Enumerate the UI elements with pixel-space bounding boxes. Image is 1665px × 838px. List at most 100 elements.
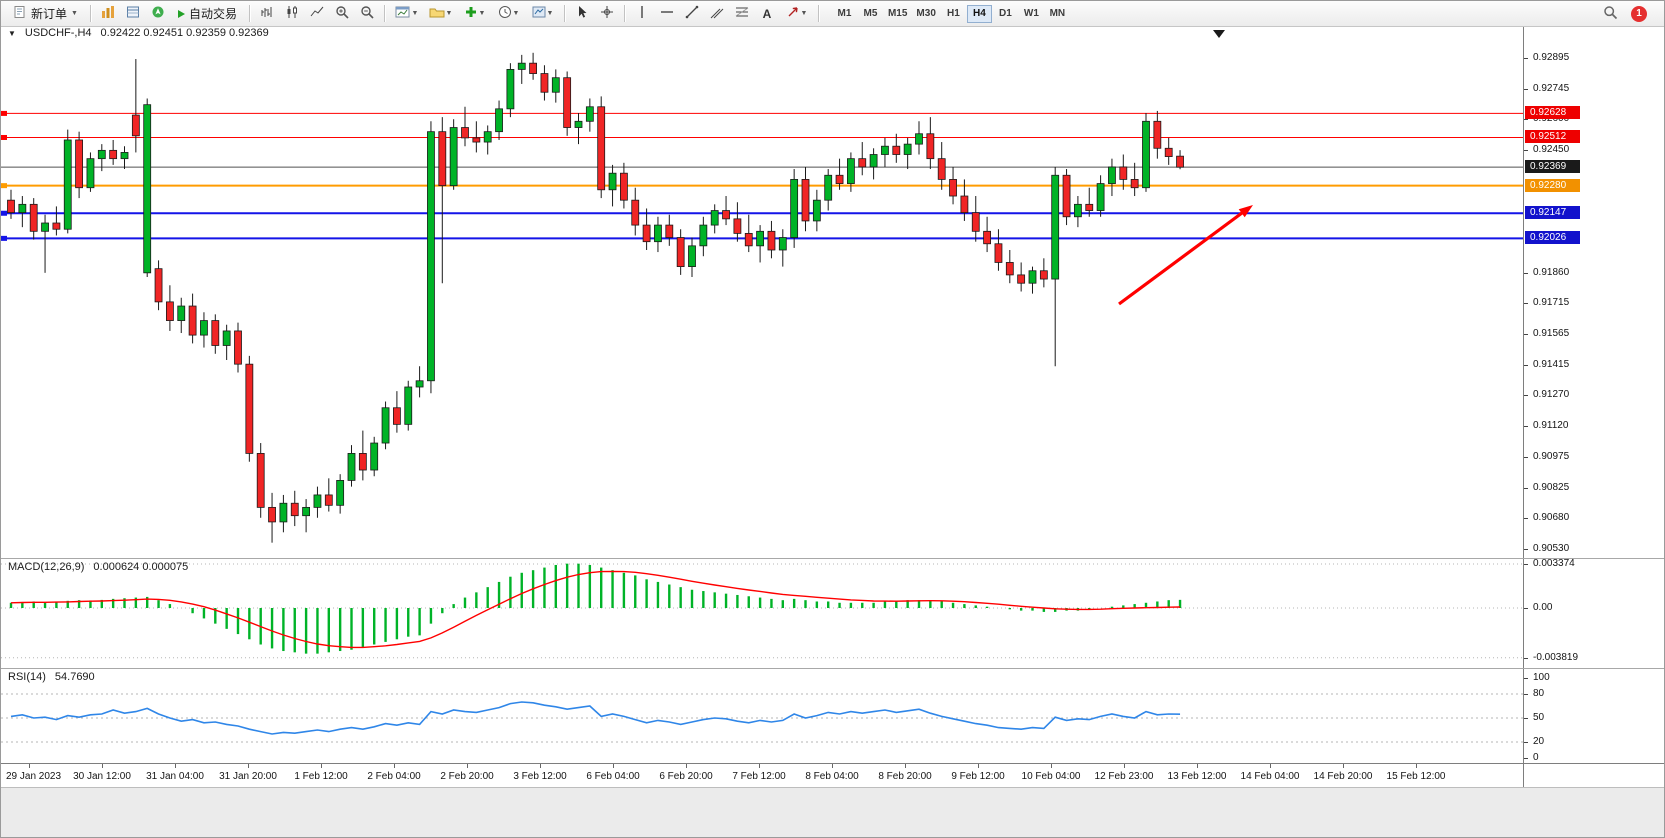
time-axis[interactable]: 29 Jan 2023 30 Jan 12:00 31 Jan 04:00 31 Ja… bbox=[1, 764, 1523, 787]
tf-m1-button[interactable]: M1 bbox=[832, 5, 857, 23]
zoom-in-icon bbox=[335, 5, 349, 22]
notification-badge[interactable]: 1 bbox=[1631, 5, 1647, 22]
axis-tick-mark bbox=[1524, 718, 1528, 719]
time-tick-mark bbox=[175, 764, 176, 768]
axis-tick-mark bbox=[1524, 548, 1528, 550]
candle bbox=[313, 494, 322, 508]
tf-m30-button[interactable]: M30 bbox=[912, 5, 939, 23]
chevron-down-icon: ▼ bbox=[411, 10, 419, 17]
price-tick-label: 0.92895 bbox=[1533, 51, 1570, 63]
time-tick-mark bbox=[1197, 764, 1198, 768]
new-chart-button[interactable]: ▼ bbox=[390, 4, 423, 24]
toolbar-separator bbox=[248, 5, 250, 22]
rsi-tick-label: 100 bbox=[1533, 672, 1550, 683]
new-order-button[interactable]: 新订单 ▼ bbox=[6, 3, 85, 24]
pane-divider[interactable] bbox=[1, 558, 1664, 559]
time-tick-label: 14 Feb 04:00 bbox=[1240, 771, 1300, 782]
trend-arrow-head bbox=[1238, 205, 1253, 218]
periods-button[interactable]: ▼ bbox=[492, 4, 525, 24]
chart-title: ▼ USDCHF-,H4 0.92422 0.92451 0.92359 0.9… bbox=[8, 27, 269, 39]
fibonacci-icon bbox=[735, 5, 749, 22]
time-tick-label: 30 Jan 12:00 bbox=[73, 771, 131, 782]
tf-m15-button[interactable]: M15 bbox=[884, 5, 911, 23]
time-tick-mark bbox=[102, 764, 103, 768]
time-tick-label: 31 Jan 04:00 bbox=[146, 771, 204, 782]
axis-tick-mark bbox=[1524, 89, 1528, 91]
axis-tick-mark bbox=[1524, 694, 1528, 695]
tf-w1-button[interactable]: W1 bbox=[1019, 5, 1044, 23]
axis-tick-mark bbox=[1524, 608, 1528, 609]
time-tick-label: 31 Jan 20:00 bbox=[219, 771, 277, 782]
bar-chart-button[interactable] bbox=[255, 4, 279, 24]
text-button[interactable]: A bbox=[755, 4, 779, 24]
zoom-in-button[interactable] bbox=[330, 4, 354, 24]
bar-chart-icon bbox=[260, 5, 274, 22]
candlestick-chart-icon bbox=[285, 5, 299, 22]
candle bbox=[778, 237, 787, 251]
axis-tick-mark bbox=[1524, 456, 1528, 458]
candle bbox=[994, 243, 1003, 263]
templates-button[interactable]: ▼ bbox=[526, 4, 559, 24]
candle bbox=[1142, 120, 1150, 189]
candle bbox=[52, 222, 61, 230]
cursor-button[interactable] bbox=[570, 4, 594, 24]
chart-canvas[interactable] bbox=[1, 27, 1523, 787]
crosshair-button[interactable] bbox=[595, 4, 619, 24]
candlestick-chart-button[interactable] bbox=[280, 4, 304, 24]
price-tick-label: 0.90975 bbox=[1533, 450, 1570, 462]
price-badge: 0.92026 bbox=[1525, 231, 1580, 245]
tf-h4-button[interactable]: H4 bbox=[966, 4, 992, 23]
market-watch-button[interactable] bbox=[96, 4, 120, 24]
auto-trading-button[interactable]: 自动交易 bbox=[171, 3, 244, 24]
tf-d1-button[interactable]: D1 bbox=[993, 5, 1018, 23]
macd-label: MACD(12,26,9) bbox=[8, 561, 85, 573]
candle bbox=[245, 363, 254, 454]
time-tick-mark bbox=[467, 764, 468, 768]
zoom-out-button[interactable] bbox=[355, 4, 379, 24]
navigator-button[interactable] bbox=[146, 4, 170, 24]
vertical-line-button[interactable] bbox=[630, 4, 654, 24]
time-tick-label: 13 Feb 12:00 bbox=[1167, 771, 1227, 782]
toolbar-separator bbox=[89, 5, 91, 22]
trend-arrow[interactable] bbox=[1118, 208, 1247, 306]
axis-tick-mark bbox=[1524, 334, 1528, 336]
profiles-button[interactable]: ▼ bbox=[424, 4, 457, 24]
candle bbox=[1130, 179, 1139, 189]
candle bbox=[517, 62, 526, 70]
candle bbox=[1005, 262, 1014, 276]
candle bbox=[188, 305, 197, 336]
arrows-button[interactable]: ▼ bbox=[780, 4, 813, 24]
search-button[interactable] bbox=[1598, 4, 1622, 24]
horizontal-line-button[interactable] bbox=[655, 4, 679, 24]
line-left-marker bbox=[1, 235, 7, 241]
price-axis[interactable]: 0.928950.927450.926000.924500.918600.917… bbox=[1523, 27, 1664, 787]
time-tick-label: 6 Feb 20:00 bbox=[659, 771, 713, 782]
time-tick-mark bbox=[1270, 764, 1271, 768]
candle bbox=[835, 174, 844, 184]
candle bbox=[540, 73, 549, 93]
fibonacci-button[interactable] bbox=[730, 4, 754, 24]
line-chart-button[interactable] bbox=[305, 4, 329, 24]
price-tick-label: 0.92450 bbox=[1533, 144, 1570, 156]
tf-h1-button[interactable]: H1 bbox=[941, 5, 966, 23]
candle bbox=[415, 380, 424, 388]
candle bbox=[200, 320, 208, 336]
pane-divider[interactable] bbox=[1, 668, 1664, 669]
candle bbox=[756, 230, 764, 247]
candle bbox=[109, 149, 118, 160]
tf-m5-button[interactable]: M5 bbox=[858, 5, 883, 23]
candle bbox=[222, 330, 231, 346]
price-badge: 0.92280 bbox=[1525, 178, 1580, 192]
candle bbox=[903, 143, 912, 155]
data-window-button[interactable] bbox=[121, 4, 145, 24]
trendline-button[interactable] bbox=[680, 4, 704, 24]
candle bbox=[597, 106, 606, 191]
price-badge: 0.92147 bbox=[1525, 206, 1580, 220]
channel-button[interactable] bbox=[705, 4, 729, 24]
candle bbox=[1039, 270, 1048, 280]
data-window-icon bbox=[126, 5, 140, 22]
indicators-button[interactable]: ▼ bbox=[458, 4, 491, 24]
rsi-tick-label: 50 bbox=[1533, 712, 1545, 723]
tf-mn-button[interactable]: MN bbox=[1045, 5, 1070, 23]
bottom-margin bbox=[1, 787, 1664, 837]
